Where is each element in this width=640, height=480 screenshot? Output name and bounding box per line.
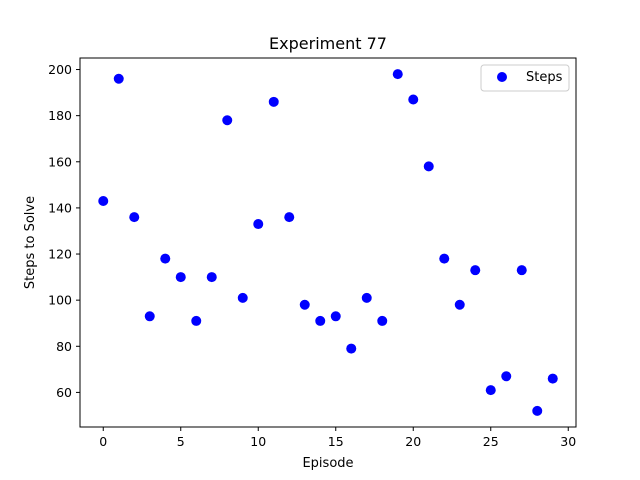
- y-tick-label: 100: [48, 293, 72, 308]
- data-point: [206, 272, 217, 283]
- data-point: [268, 96, 279, 107]
- x-tick-label: 0: [99, 434, 107, 449]
- data-point: [237, 292, 248, 303]
- legend-marker: [497, 72, 507, 82]
- y-tick-label: 180: [48, 108, 72, 123]
- data-point: [454, 299, 465, 310]
- data-point: [485, 385, 496, 396]
- x-axis-label: Episode: [302, 456, 353, 471]
- data-point: [377, 315, 388, 326]
- plot-frame: [79, 57, 577, 428]
- x-tick-label: 30: [560, 434, 576, 449]
- y-axis-ticks: 60 80 100 120 140 160 180 200: [48, 62, 80, 400]
- data-points: [98, 69, 558, 416]
- data-point: [423, 161, 434, 172]
- data-point: [439, 253, 450, 264]
- data-point: [501, 371, 512, 382]
- y-tick-label: 200: [48, 62, 72, 77]
- data-point: [470, 265, 481, 276]
- y-tick-label: 140: [48, 200, 72, 215]
- chart-title: Experiment 77: [269, 34, 387, 53]
- data-point: [330, 311, 341, 322]
- y-tick-label: 120: [48, 247, 72, 262]
- data-point: [98, 195, 109, 206]
- data-point: [392, 69, 403, 80]
- y-axis-label: Steps to Solve: [23, 196, 38, 289]
- data-point: [113, 73, 124, 84]
- data-point: [129, 212, 140, 223]
- data-point: [408, 94, 419, 105]
- data-point: [191, 315, 202, 326]
- x-tick-label: 25: [483, 434, 499, 449]
- x-tick-label: 20: [405, 434, 421, 449]
- legend-box: [480, 64, 570, 92]
- y-tick-label: 80: [56, 339, 72, 354]
- data-point: [175, 272, 186, 283]
- data-point: [346, 343, 357, 354]
- x-tick-label: 5: [177, 434, 185, 449]
- legend: Steps: [480, 64, 570, 92]
- legend-label: Steps: [526, 70, 563, 85]
- x-tick-label: 15: [328, 434, 344, 449]
- x-tick-label: 10: [250, 434, 266, 449]
- y-tick-label: 60: [56, 385, 72, 400]
- data-point: [299, 299, 310, 310]
- data-point: [361, 292, 372, 303]
- data-point: [516, 265, 527, 276]
- data-point: [532, 405, 543, 416]
- data-point: [547, 373, 558, 384]
- data-point: [284, 212, 295, 223]
- data-point: [160, 253, 171, 264]
- data-point: [222, 115, 233, 126]
- x-axis-ticks: 0 5 10 15 20 25 30: [99, 427, 576, 449]
- data-point: [253, 219, 264, 230]
- data-point: [144, 311, 155, 322]
- y-tick-label: 160: [48, 154, 72, 169]
- data-point: [315, 315, 326, 326]
